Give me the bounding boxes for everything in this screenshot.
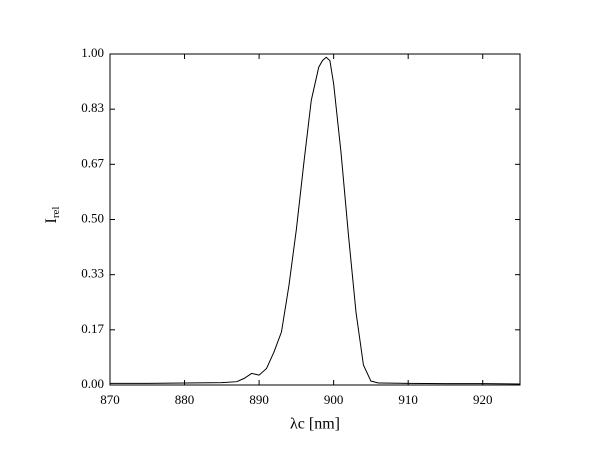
y-axis-label: Irel	[43, 207, 62, 224]
line-series	[110, 56, 521, 385]
x-tick-label: 900	[324, 392, 344, 407]
y-tick-label: 0.00	[81, 376, 104, 391]
x-axis-label: λc [nm]	[290, 416, 340, 433]
x-tick-label: 870	[100, 392, 120, 407]
y-tick-label: 0.17	[81, 321, 104, 336]
x-tick-label: 880	[175, 392, 195, 407]
y-tick-label: 0.50	[81, 210, 104, 225]
y-axis-label-sub: rel	[50, 207, 62, 219]
x-tick-label: 890	[249, 392, 269, 407]
y-tick-label: 1.00	[81, 45, 104, 60]
y-tick-label: 0.67	[81, 155, 104, 170]
y-tick-label: 0.83	[81, 100, 104, 115]
plot-frame	[109, 53, 521, 386]
x-tick-label: 910	[398, 392, 418, 407]
x-tick-label: 920	[473, 392, 493, 407]
y-tick-label: 0.33	[81, 266, 104, 281]
y-axis-label-main: I	[43, 218, 60, 223]
